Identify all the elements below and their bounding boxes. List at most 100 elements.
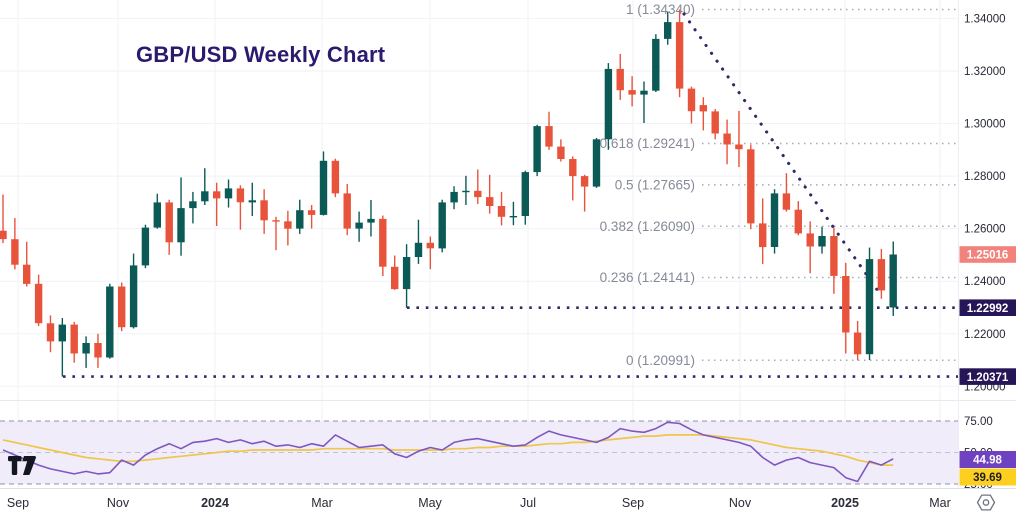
- rsi-line[interactable]: [2, 421, 894, 483]
- candle[interactable]: [877, 248, 886, 299]
- candle[interactable]: [0, 194, 7, 244]
- candle[interactable]: [58, 318, 66, 377]
- candles-layer[interactable]: [0, 9, 897, 377]
- last-price-badge[interactable]: 1.25016: [959, 246, 1016, 263]
- fib-retracement[interactable]: 1 (1.34340) 0.618 (1.29241) 0.5 (1.27665) 0…: [600, 2, 957, 368]
- candle[interactable]: [450, 186, 458, 210]
- time-axis-label: May: [418, 496, 442, 510]
- candle[interactable]: [794, 201, 802, 236]
- candle[interactable]: [889, 241, 897, 316]
- candle[interactable]: [616, 53, 624, 100]
- candle[interactable]: [806, 221, 814, 274]
- candle[interactable]: [652, 34, 660, 92]
- candle[interactable]: [474, 169, 482, 204]
- support-level-badge[interactable]: 1.20371: [959, 368, 1016, 385]
- candle[interactable]: [735, 110, 743, 168]
- candle[interactable]: [367, 200, 375, 237]
- candle[interactable]: [865, 247, 874, 361]
- rsi-value-badge[interactable]: 44.98: [959, 451, 1016, 468]
- candle[interactable]: [379, 215, 387, 277]
- candle[interactable]: [711, 109, 719, 140]
- candle[interactable]: [319, 151, 328, 216]
- candle[interactable]: [189, 191, 197, 224]
- rsi-ma-value-badge[interactable]: 39.69: [959, 468, 1016, 486]
- candle[interactable]: [759, 198, 767, 265]
- candle[interactable]: [272, 216, 280, 251]
- svg-text:1.20371: 1.20371: [967, 372, 1009, 384]
- candle[interactable]: [497, 191, 506, 226]
- candle[interactable]: [664, 11, 672, 45]
- candle[interactable]: [94, 333, 102, 368]
- candle[interactable]: [177, 177, 185, 256]
- candle[interactable]: [521, 170, 529, 225]
- time-axis[interactable]: Sep Nov 2024 Mar May Jul Sep Nov 2025 Mar: [7, 496, 951, 510]
- candle[interactable]: [331, 158, 340, 198]
- candle[interactable]: [699, 97, 707, 131]
- candle[interactable]: [509, 201, 518, 226]
- rsi-ma-line[interactable]: [2, 434, 894, 466]
- price-axis-label: 1.34000: [964, 13, 1006, 25]
- candle[interactable]: [236, 185, 245, 230]
- candle[interactable]: [842, 262, 850, 354]
- candle[interactable]: [592, 138, 601, 188]
- candle[interactable]: [580, 174, 589, 212]
- candle[interactable]: [141, 224, 150, 269]
- candle[interactable]: [284, 210, 292, 246]
- candle[interactable]: [557, 139, 565, 162]
- support-level-badge[interactable]: 1.22992: [959, 299, 1016, 316]
- candle[interactable]: [438, 199, 446, 253]
- candle[interactable]: [462, 175, 470, 205]
- candle[interactable]: [782, 173, 791, 212]
- candle[interactable]: [747, 144, 755, 230]
- candle[interactable]: [569, 156, 577, 201]
- candle[interactable]: [640, 81, 648, 124]
- candle[interactable]: [687, 86, 696, 124]
- candle[interactable]: [533, 124, 541, 177]
- candle[interactable]: [545, 111, 553, 150]
- fib-level-label: 0 (1.20991): [626, 353, 695, 368]
- candle[interactable]: [402, 244, 411, 308]
- chart-title: GBP/USD Weekly Chart: [136, 42, 386, 67]
- candle[interactable]: [213, 182, 221, 226]
- price-axis-label: 1.30000: [964, 119, 1006, 131]
- candle[interactable]: [391, 255, 399, 290]
- candle[interactable]: [46, 315, 55, 353]
- downtrend-dotted-trendline[interactable]: [682, 12, 880, 293]
- candle[interactable]: [11, 218, 19, 270]
- candle[interactable]: [307, 205, 316, 229]
- candle[interactable]: [153, 193, 161, 229]
- candle[interactable]: [248, 182, 256, 216]
- candle[interactable]: [830, 227, 838, 294]
- candle[interactable]: [675, 9, 684, 98]
- candle[interactable]: [201, 168, 209, 205]
- candle[interactable]: [426, 236, 434, 270]
- candle[interactable]: [343, 184, 351, 236]
- candle[interactable]: [628, 76, 636, 107]
- candle[interactable]: [118, 282, 126, 332]
- time-axis-label: Mar: [311, 496, 333, 510]
- candle[interactable]: [224, 179, 233, 208]
- candle[interactable]: [414, 219, 423, 264]
- candle[interactable]: [70, 321, 78, 363]
- time-axis-label: Sep: [7, 496, 29, 510]
- price-axis-label: 1.26000: [964, 224, 1006, 236]
- candle[interactable]: [296, 199, 304, 234]
- candle[interactable]: [23, 241, 31, 287]
- candle[interactable]: [723, 119, 731, 165]
- candle[interactable]: [355, 211, 363, 242]
- candle[interactable]: [129, 253, 138, 329]
- candle[interactable]: [770, 189, 779, 254]
- candle[interactable]: [853, 320, 862, 361]
- candle[interactable]: [604, 63, 613, 150]
- candle[interactable]: [165, 199, 173, 255]
- candle[interactable]: [260, 189, 268, 234]
- candle[interactable]: [486, 174, 494, 214]
- tradingview-logo-icon[interactable]: [8, 456, 36, 475]
- candle[interactable]: [818, 226, 826, 254]
- price-axis[interactable]: 1.34000 1.32000 1.30000 1.28000 1.26000 1.240…: [959, 13, 1016, 491]
- axis-settings-icon[interactable]: [976, 494, 996, 511]
- candle[interactable]: [34, 274, 43, 326]
- candle[interactable]: [106, 283, 114, 359]
- candle[interactable]: [82, 336, 90, 368]
